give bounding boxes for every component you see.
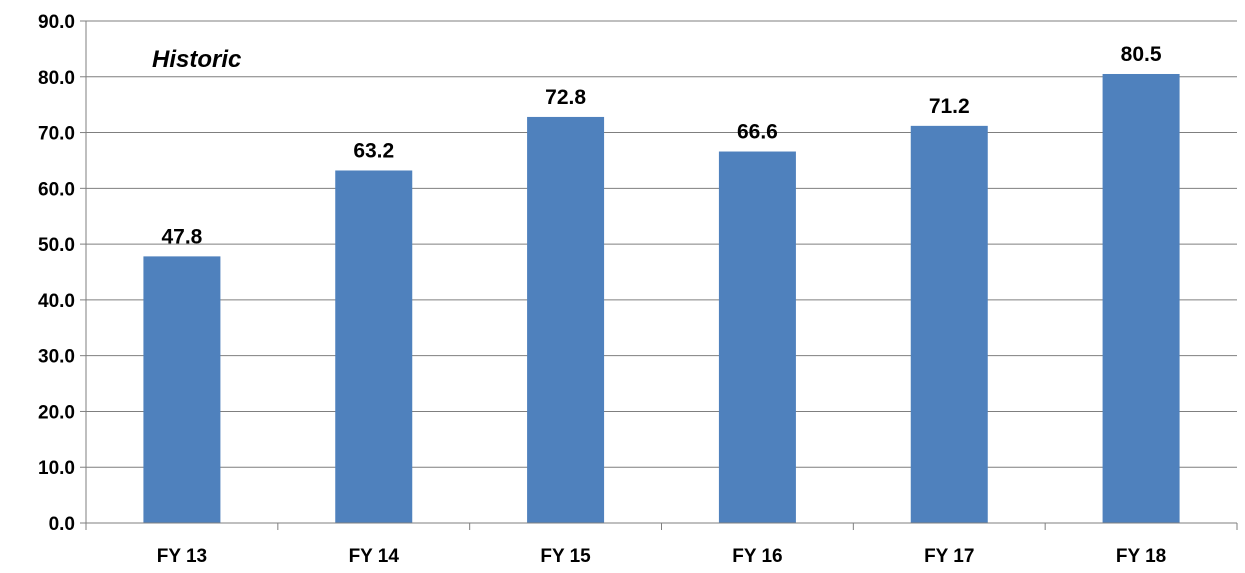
x-tick-label: FY 18: [1116, 546, 1166, 567]
y-tick-label: 0.0: [49, 514, 75, 535]
bar: [143, 256, 221, 523]
bar: [718, 151, 796, 523]
gridlines: [80, 20, 1238, 530]
x-tick-labels: FY 13 FY 14 FY 15 FY 16 FY 17 FY 18: [157, 546, 1167, 567]
bar: [1102, 73, 1180, 523]
y-tick-label: 70.0: [38, 124, 75, 145]
bar-value-label: 80.5: [1121, 43, 1162, 66]
bars: [143, 73, 1180, 524]
y-tick-label: 20.0: [38, 402, 75, 423]
x-tick-label: FY 16: [732, 546, 782, 567]
y-tick-label: 90.0: [38, 12, 75, 33]
bar: [910, 125, 988, 524]
bar: [335, 170, 413, 524]
bar-value-label: 47.8: [161, 225, 202, 248]
x-tick-label: FY 15: [540, 546, 591, 567]
x-tick-label: FY 14: [349, 546, 400, 567]
y-tick-label: 30.0: [38, 347, 75, 368]
axes: [85, 21, 1237, 524]
y-tick-label: 50.0: [38, 235, 75, 256]
y-tick-label: 80.0: [38, 68, 75, 89]
bar-value-label: 71.2: [929, 95, 970, 118]
y-tick-label: 60.0: [38, 179, 75, 200]
y-tick-label: 40.0: [38, 291, 75, 312]
bar-value-label: 63.2: [353, 139, 394, 162]
bar: [527, 116, 605, 523]
y-tick-label: 10.0: [38, 458, 75, 479]
bar-value-label: 72.8: [545, 86, 586, 109]
data-labels: 47.8 63.2 72.8 66.6 71.2 80.5: [161, 43, 1161, 248]
x-tick-label: FY 13: [157, 546, 207, 567]
chart-annotation: Historic: [152, 46, 241, 73]
x-tick-label: FY 17: [924, 546, 974, 567]
y-tick-labels: 0.0 10.0 20.0 30.0 40.0 50.0 60.0 70.0 80.0 90.0: [38, 12, 75, 535]
bar-value-label: 66.6: [737, 121, 778, 144]
